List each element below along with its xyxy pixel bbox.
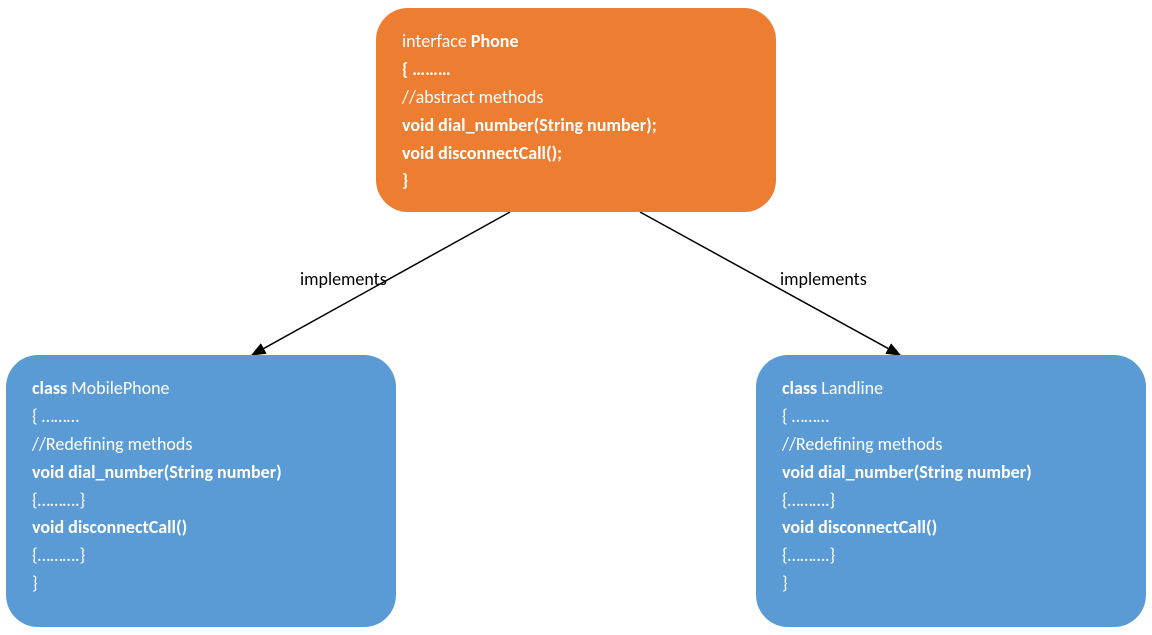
node-interface-line: { ……… <box>402 56 750 84</box>
node-landline-line: { ……… <box>782 403 1120 431</box>
node-mobile-line: {……….} <box>32 542 370 570</box>
node-mobile: class MobilePhone{ ………//Redefining metho… <box>6 355 396 627</box>
edge-label: implements <box>780 268 867 290</box>
node-interface-line: } <box>402 167 750 195</box>
node-mobile-line: class MobilePhone <box>32 375 370 403</box>
node-landline: class Landline{ ………//Redefining methodsv… <box>756 355 1146 627</box>
node-landline-line: class Landline <box>782 375 1120 403</box>
node-landline-line: void disconnectCall() <box>782 514 1120 542</box>
node-interface: interface Phone{ ………//abstract methodsvo… <box>376 8 776 212</box>
node-landline-line: {……….} <box>782 487 1120 515</box>
node-mobile-line: void dial_number(String number) <box>32 459 370 487</box>
edge-label: implements <box>300 268 387 290</box>
node-mobile-line: void disconnectCall() <box>32 514 370 542</box>
node-landline-line: {……….} <box>782 542 1120 570</box>
node-mobile-line: //Redefining methods <box>32 431 370 459</box>
node-landline-line: void dial_number(String number) <box>782 459 1120 487</box>
node-mobile-line: { ……… <box>32 403 370 431</box>
node-interface-line: interface Phone <box>402 28 750 56</box>
node-interface-line: //abstract methods <box>402 84 750 112</box>
node-landline-line: //Redefining methods <box>782 431 1120 459</box>
node-mobile-line: } <box>32 570 370 598</box>
node-interface-line: void dial_number(String number); <box>402 112 750 140</box>
node-landline-line: } <box>782 570 1120 598</box>
node-interface-line: void disconnectCall(); <box>402 140 750 168</box>
node-mobile-line: {……….} <box>32 487 370 515</box>
